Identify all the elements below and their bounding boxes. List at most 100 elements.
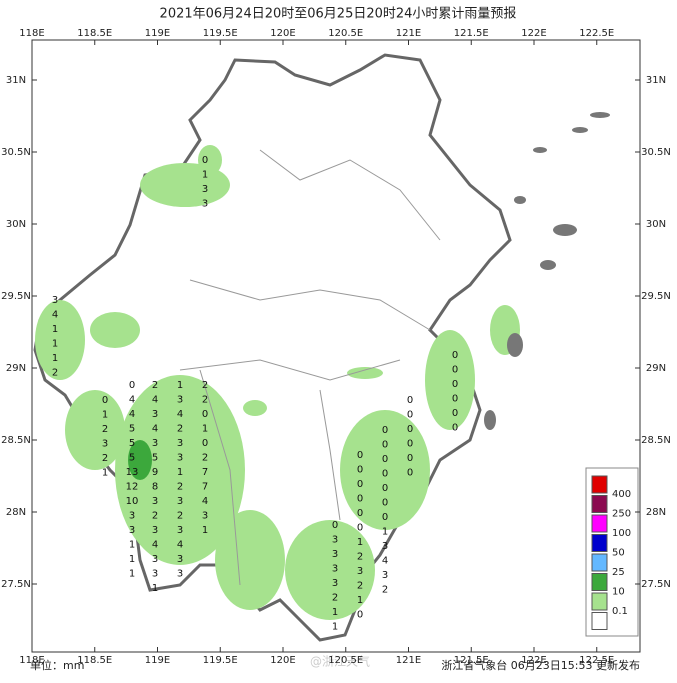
legend-swatch <box>591 573 608 591</box>
station-value: 3 <box>382 570 388 581</box>
station-value: 0 <box>407 424 413 435</box>
station-value: 1 <box>52 353 58 364</box>
station-value: 3 <box>152 438 158 449</box>
station-value: 0 <box>357 610 363 621</box>
lon-label: 122.5E <box>579 28 614 39</box>
map-frame <box>31 39 641 653</box>
station-value: 1 <box>202 525 208 536</box>
lat-label: 30N <box>646 219 666 230</box>
station-value: 0 <box>357 479 363 490</box>
station-value: 0 <box>407 410 413 421</box>
station-value: 3 <box>177 525 183 536</box>
station-value: 3 <box>152 569 158 580</box>
lon-label: 119E <box>145 655 170 666</box>
lon-label: 119.5E <box>203 655 238 666</box>
station-value: 4 <box>202 496 208 507</box>
station-value: 0 <box>407 395 413 406</box>
legend-swatch <box>591 514 608 533</box>
lon-label: 118E <box>19 28 44 39</box>
station-value: 1 <box>102 468 108 479</box>
legend-label: 25 <box>612 567 625 578</box>
station-value: 3 <box>177 569 183 580</box>
station-value: 1 <box>152 583 158 594</box>
station-value: 2 <box>357 552 363 563</box>
lon-label: 118.5E <box>77 28 112 39</box>
station-value: 1 <box>382 527 388 538</box>
lat-label: 30.5N <box>1 147 31 158</box>
station-value: 3 <box>332 549 338 560</box>
legend-label: 250 <box>612 509 631 520</box>
station-value: 7 <box>202 467 208 478</box>
station-value: 12 <box>126 482 139 493</box>
station-value: 2 <box>102 453 108 464</box>
station-value: 2 <box>177 424 183 435</box>
station-value: 0 <box>452 408 458 419</box>
lon-label: 120.5E <box>328 655 363 666</box>
station-value: 0 <box>357 508 363 519</box>
islands <box>484 112 610 430</box>
rain-area-heavy <box>128 440 152 480</box>
station-value: 2 <box>102 424 108 435</box>
station-value: 1 <box>357 595 363 606</box>
station-value: 2 <box>177 511 183 522</box>
lon-label: 121E <box>396 28 421 39</box>
station-value: 1 <box>177 380 183 391</box>
station-value: 1 <box>332 607 338 618</box>
station-value: 1 <box>102 410 108 421</box>
station-value: 5 <box>129 453 135 464</box>
legend-label: 10 <box>612 587 625 598</box>
station-value: 0 <box>407 439 413 450</box>
station-value: 0 <box>332 520 338 531</box>
station-value: 0 <box>407 453 413 464</box>
station-value: 3 <box>202 199 208 210</box>
station-value: 2 <box>202 453 208 464</box>
lat-label: 29.5N <box>1 291 31 302</box>
station-value: 1 <box>332 622 338 633</box>
legend-swatch <box>591 592 608 611</box>
station-value: 5 <box>152 453 158 464</box>
station-value: 2 <box>382 585 388 596</box>
station-value: 4 <box>152 395 158 406</box>
station-value: 5 <box>129 424 135 435</box>
station-value: 3 <box>202 184 208 195</box>
station-value: 2 <box>152 380 158 391</box>
lon-label: 122E <box>521 28 546 39</box>
station-value: 0 <box>407 468 413 479</box>
station-value: 1 <box>202 170 208 181</box>
lon-label: 121E <box>396 655 421 666</box>
station-value: 3 <box>332 578 338 589</box>
station-value: 10 <box>126 496 139 507</box>
station-value: 2 <box>202 380 208 391</box>
lon-label: 118E <box>19 655 44 666</box>
station-value: 3 <box>332 564 338 575</box>
legend-label: 400 <box>612 489 631 500</box>
lon-label: 122.5E <box>579 655 614 666</box>
legend-swatch <box>591 612 608 630</box>
county-borders <box>179 149 441 586</box>
station-value: 0 <box>382 425 388 436</box>
station-value: 1 <box>129 554 135 565</box>
station-value: 8 <box>152 482 158 493</box>
station-value: 1 <box>52 339 58 350</box>
station-value: 0 <box>202 438 208 449</box>
station-value: 3 <box>129 511 135 522</box>
station-value: 0 <box>382 483 388 494</box>
title: 2021年06月24日20时至06月25日20时24小时累计雨量预报 <box>160 7 517 22</box>
station-value: 1 <box>202 424 208 435</box>
station-value: 2 <box>202 395 208 406</box>
station-value: 3 <box>152 525 158 536</box>
station-value: 2 <box>332 593 338 604</box>
lat-label: 27.5N <box>1 579 31 590</box>
station-value: 3 <box>202 511 208 522</box>
lat-label: 30.5N <box>641 147 671 158</box>
lat-label: 29N <box>646 363 666 374</box>
lon-label: 120E <box>270 28 295 39</box>
station-value: 0 <box>382 512 388 523</box>
station-value: 5 <box>129 438 135 449</box>
station-value: 0 <box>452 365 458 376</box>
station-value: 4 <box>177 540 183 551</box>
station-value: 3 <box>177 438 183 449</box>
station-value: 0 <box>452 394 458 405</box>
station-value: 7 <box>202 482 208 493</box>
rain-areas <box>35 145 520 620</box>
